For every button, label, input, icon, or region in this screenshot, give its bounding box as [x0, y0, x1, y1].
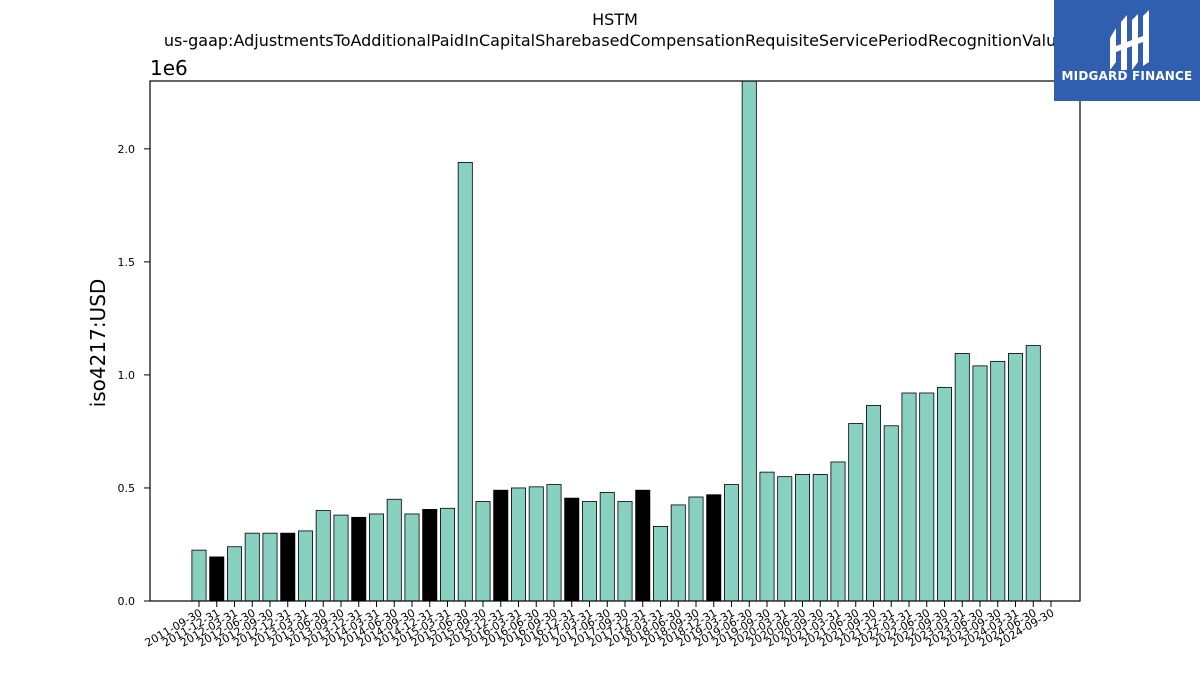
bar-2015-06-30	[457, 161, 473, 602]
x-ticks-group: 2011-09-302011-12-312012-03-312012-06-30…	[143, 601, 1057, 650]
bar-2014-12-31	[422, 509, 438, 602]
y-multiplier-label: 1e6	[150, 56, 188, 80]
brand-name: MIDGARD FINANCE	[1061, 69, 1193, 83]
bars-group	[191, 80, 1041, 602]
chart-subtitle: us-gaap:AdjustmentsToAdditionalPaidInCap…	[164, 31, 1066, 50]
bar-2016-09-30	[546, 484, 562, 602]
bar-2018-12-31	[706, 494, 722, 602]
bar-2023-09-30	[990, 360, 1006, 602]
bar-2015-12-31	[493, 489, 509, 602]
bar-2022-03-31	[901, 392, 917, 602]
bar-2016-12-31	[564, 497, 580, 602]
bar-2021-09-30	[866, 405, 882, 602]
brand-logo: MIDGARD FINANCE	[1054, 0, 1200, 101]
bar-2015-09-30	[475, 501, 491, 602]
bar-2012-06-30	[244, 532, 260, 602]
bar-2018-06-30	[670, 504, 686, 602]
bar-2018-09-30	[688, 496, 704, 602]
bar-2017-12-31	[635, 489, 651, 602]
bar-2019-03-31	[724, 484, 740, 602]
bar-2014-06-30	[386, 498, 402, 602]
bar-2017-06-30	[599, 492, 615, 602]
bar-2011-09-30	[191, 549, 207, 602]
bar-2016-03-31	[510, 487, 526, 602]
bar-2013-06-30	[315, 510, 331, 602]
y-axis-label: iso4217:USD	[86, 279, 110, 408]
bar-2013-09-30	[333, 514, 349, 602]
plot-frame	[149, 80, 1081, 602]
bar-2022-09-30	[937, 386, 953, 602]
y-ticks-group: 0.0 0.5 1.0 1.5 2.0	[118, 143, 150, 608]
y-tick-label: 2.0	[118, 143, 136, 156]
bar-2014-03-31	[368, 513, 384, 602]
logo-mark-icon	[1110, 10, 1149, 70]
bar-2024-03-31	[1008, 353, 1024, 602]
bar-2021-06-30	[848, 423, 864, 602]
chart-title: HSTM	[592, 10, 638, 29]
bar-2020-09-30	[812, 473, 828, 602]
bar-2012-03-31	[226, 546, 242, 602]
bar-2019-09-30	[759, 471, 775, 602]
bar-2012-12-31	[280, 532, 296, 602]
bar-2021-12-31	[883, 425, 899, 602]
bar-2016-06-30	[528, 486, 544, 602]
bar-2017-09-30	[617, 501, 633, 602]
y-tick-label: 1.5	[118, 256, 136, 269]
bar-2019-06-30	[741, 80, 757, 602]
bar-2020-03-31	[777, 476, 793, 602]
bar-2011-12-31	[209, 556, 225, 602]
bar-2017-03-31	[582, 501, 598, 602]
y-tick-label: 1.0	[118, 369, 136, 382]
bar-2024-06-30	[1025, 345, 1041, 602]
bar-2023-03-31	[954, 353, 970, 602]
bar-2015-03-31	[439, 507, 455, 602]
y-tick-label: 0.5	[118, 482, 136, 495]
bar-2022-06-30	[919, 392, 935, 602]
bar-2020-06-30	[795, 473, 811, 602]
bar-2013-12-31	[351, 516, 367, 602]
bar-2021-03-31	[830, 461, 846, 602]
bar-2014-09-30	[404, 513, 420, 602]
bar-2023-06-30	[972, 365, 988, 602]
y-tick-label: 0.0	[118, 595, 136, 608]
bar-2013-03-31	[297, 530, 313, 602]
bar-2012-09-30	[262, 532, 278, 602]
bar-2018-03-31	[653, 525, 669, 602]
